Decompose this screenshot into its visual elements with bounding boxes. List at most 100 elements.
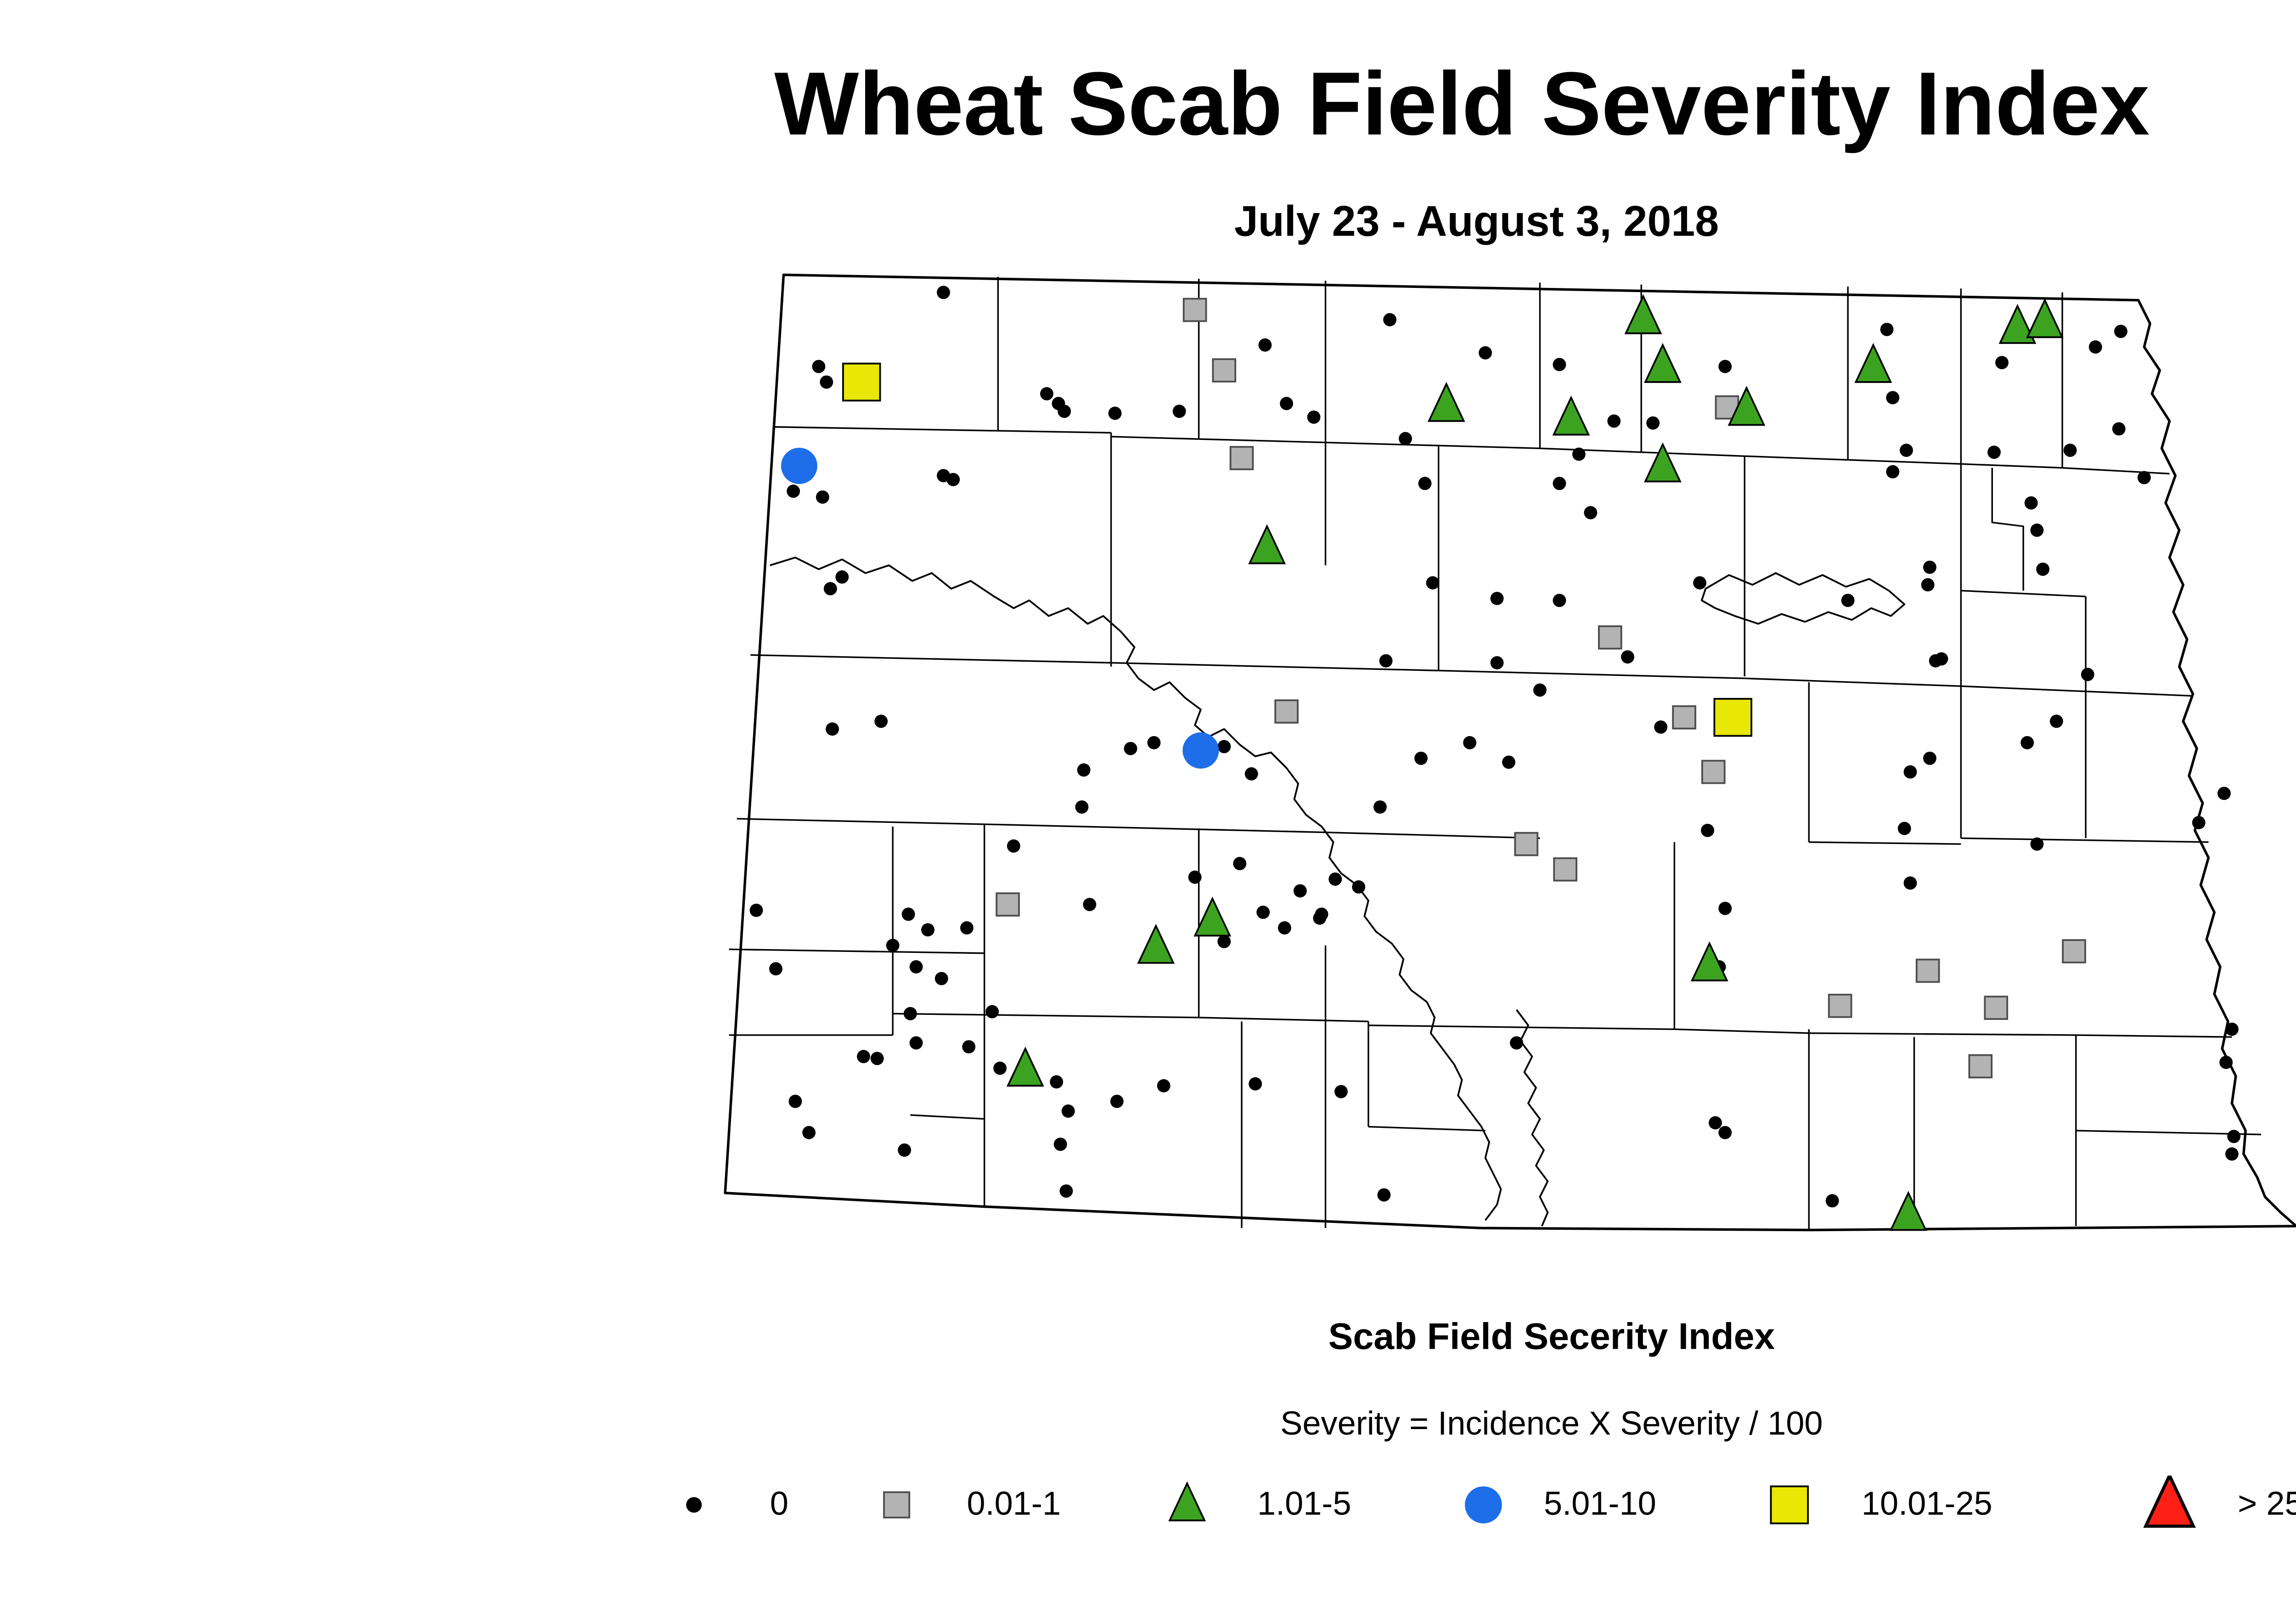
severity-0-marker — [1701, 823, 1714, 837]
severity-0-marker — [993, 1061, 1007, 1075]
severity-0-marker — [1903, 765, 1917, 779]
legend-label-mid: 1.01-5 — [1257, 1485, 1351, 1523]
severity-0-marker — [1399, 432, 1412, 445]
severity-0-marker — [1244, 767, 1258, 781]
county-line — [1438, 670, 1745, 679]
severity-0-marker — [901, 907, 915, 921]
severity-0-marker — [1147, 736, 1161, 749]
severity-0-marker — [1418, 477, 1432, 490]
severity-1-01-5-marker — [1427, 382, 1465, 422]
severity-0-marker — [1040, 387, 1053, 400]
severity-0-marker — [874, 715, 888, 728]
severity-0-marker — [1373, 800, 1387, 814]
county-line — [1961, 837, 2209, 843]
severity-0-marker — [1328, 873, 1342, 886]
state-outline-layer — [724, 273, 2296, 1232]
triangle-legend-icon — [2143, 1475, 2196, 1528]
severity-1-01-5-marker — [1193, 896, 1232, 937]
severity-0-marker — [898, 1143, 912, 1157]
severity-5-01-10-marker — [1182, 732, 1219, 769]
severity-0-01-1-marker — [996, 892, 1020, 917]
severity-0-marker — [1553, 477, 1566, 490]
severity-0-marker — [749, 903, 763, 917]
severity-0-marker — [1077, 763, 1091, 777]
severity-1-01-5-marker — [1690, 941, 1728, 982]
legend-item-low: 0.01-1 — [867, 1475, 1061, 1534]
severity-0-marker — [886, 939, 900, 952]
page-title: Wheat Scab Field Severity Index — [774, 52, 2150, 154]
county-line — [1540, 447, 1745, 457]
severity-1-01-5-marker — [1552, 395, 1590, 436]
severity-0-marker — [1510, 1036, 1523, 1050]
severity-0-marker — [1903, 876, 1917, 890]
county-line — [1325, 831, 1540, 839]
severity-0-marker — [2225, 1022, 2239, 1036]
severity-0-marker — [1621, 650, 1634, 664]
severity-0-marker — [1921, 578, 1935, 591]
severity-0-01-1-marker — [1229, 446, 1254, 470]
severity-0-marker — [857, 1050, 870, 1064]
missouri-river — [770, 557, 1502, 1221]
severity-0-marker — [1075, 800, 1089, 814]
severity-1-01-5-marker — [1643, 343, 1682, 383]
severity-0-01-1-marker — [1701, 760, 1726, 784]
severity-0-marker — [1315, 907, 1328, 921]
severity-0-marker — [1188, 870, 1202, 884]
severity-0-marker — [2030, 837, 2044, 851]
county-line — [1674, 1028, 1809, 1034]
severity-0-01-1-marker — [1182, 298, 1207, 322]
legend-formula: Severity = Incidence X Severity / 100 — [1280, 1405, 1823, 1443]
severity-0-marker — [1897, 822, 1911, 835]
severity-0-marker — [962, 1040, 976, 1053]
severity-0-marker — [1334, 1085, 1348, 1098]
severity-0-marker — [921, 923, 935, 937]
severity-10-01-25-marker — [1713, 698, 1752, 737]
severity-0-marker — [1293, 884, 1307, 898]
county-line — [1368, 1025, 1675, 1030]
severity-0-marker — [802, 1126, 816, 1139]
circle-legend-glyph — [1465, 1486, 1502, 1524]
county-line — [1111, 662, 1439, 671]
severity-1-01-5-marker — [1854, 343, 1892, 383]
severity-0-marker — [1377, 1188, 1391, 1202]
county-line — [1961, 590, 2086, 597]
severity-0-marker — [1083, 898, 1097, 912]
county-line — [750, 654, 1111, 664]
severity-1-01-5-marker — [1248, 524, 1286, 564]
severity-0-marker — [2192, 816, 2206, 829]
severity-0-marker — [1058, 405, 1071, 418]
severity-0-marker — [1880, 322, 1894, 336]
severity-0-marker — [1900, 444, 1913, 457]
county-line — [729, 948, 985, 954]
severity-0-marker — [1426, 576, 1440, 590]
severity-0-marker — [2219, 1056, 2233, 1069]
legend-label-low: 0.01-1 — [967, 1485, 1061, 1523]
severity-0-marker — [823, 582, 837, 596]
severity-0-marker — [909, 1036, 923, 1050]
severity-0-marker — [1124, 742, 1137, 755]
severity-0-marker — [826, 722, 839, 736]
severity-0-01-1-marker — [1274, 699, 1299, 724]
severity-1-01-5-marker — [1137, 923, 1175, 964]
county-line — [774, 426, 1111, 434]
severity-0-marker — [2020, 736, 2034, 749]
square-legend-glyph — [883, 1491, 911, 1519]
james-river — [1516, 1009, 1549, 1227]
severity-1-01-5-marker — [2026, 298, 2064, 338]
severity-0-marker — [2137, 471, 2151, 484]
severity-0-marker — [1379, 654, 1393, 668]
severity-0-marker — [1841, 593, 1855, 607]
severity-0-marker — [937, 286, 950, 299]
north-dakota-map — [724, 273, 2296, 1232]
county-line — [1111, 436, 1326, 444]
severity-0-marker — [835, 570, 849, 584]
severity-0-marker — [812, 360, 826, 373]
severity-0-marker — [1050, 1075, 1064, 1089]
severity-0-marker — [1059, 1184, 1073, 1198]
severity-0-marker — [1233, 857, 1247, 870]
county-line — [998, 823, 1326, 833]
dot-legend-glyph — [686, 1497, 702, 1513]
severity-0-marker — [1061, 1104, 1075, 1118]
severity-0-marker — [1693, 576, 1706, 590]
